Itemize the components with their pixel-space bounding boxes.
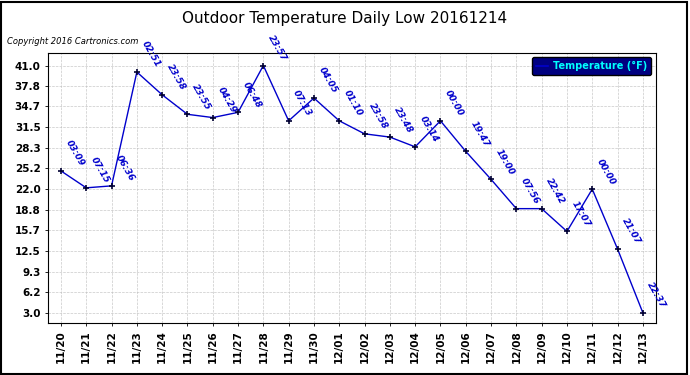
Text: 19:00: 19:00 [494,147,516,177]
Text: 04:05: 04:05 [317,66,339,95]
Text: 23:57: 23:57 [266,33,288,63]
Text: 21:07: 21:07 [620,217,642,246]
Text: Copyright 2016 Cartronics.com: Copyright 2016 Cartronics.com [7,38,138,46]
Text: 23:48: 23:48 [393,105,415,134]
Text: 03:09: 03:09 [63,139,86,168]
Text: 03:14: 03:14 [418,115,440,144]
Text: 00:00: 00:00 [595,157,617,186]
Text: 19:47: 19:47 [469,119,491,148]
Text: 06:36: 06:36 [115,154,137,183]
Text: 22:42: 22:42 [544,177,566,206]
Text: 23:58: 23:58 [367,102,389,131]
Text: 04:29: 04:29 [215,86,237,115]
Text: 06:48: 06:48 [241,80,263,110]
Text: 23:55: 23:55 [190,82,213,111]
Text: 07:15: 07:15 [89,156,111,185]
Text: 07:56: 07:56 [519,177,541,206]
Text: 01:10: 01:10 [342,89,364,118]
Text: 02:51: 02:51 [139,40,161,69]
Text: 17:07: 17:07 [570,200,592,229]
Text: 07:13: 07:13 [291,89,313,118]
Text: 23:58: 23:58 [165,63,187,92]
Text: Outdoor Temperature Daily Low 20161214: Outdoor Temperature Daily Low 20161214 [182,11,508,26]
Text: 22:37: 22:37 [646,280,668,310]
Text: 00:00: 00:00 [443,89,465,118]
Legend: Temperature (°F): Temperature (°F) [532,57,651,75]
